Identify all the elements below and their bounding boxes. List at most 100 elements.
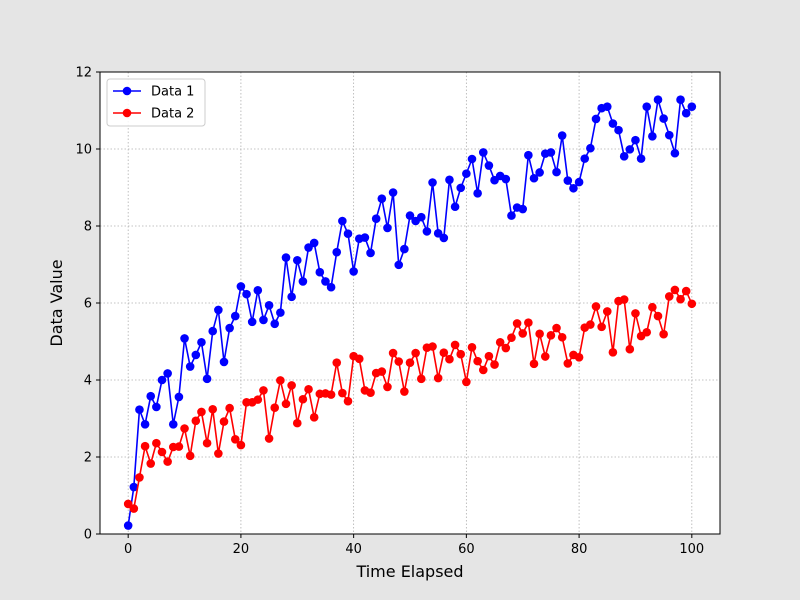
data-point xyxy=(456,183,466,193)
data-point xyxy=(287,381,296,390)
data-point xyxy=(664,130,674,140)
data-point xyxy=(174,392,184,402)
data-point xyxy=(405,211,415,220)
data-point xyxy=(185,451,195,461)
y-tick-label: 4 xyxy=(84,374,92,389)
data-point xyxy=(608,119,618,128)
data-point xyxy=(264,434,274,443)
data-point xyxy=(287,292,296,302)
data-point xyxy=(163,369,172,378)
y-tick-label: 0 xyxy=(84,528,92,543)
legend-label: Data 2 xyxy=(151,107,194,122)
x-tick-label: 40 xyxy=(345,542,362,557)
data-point xyxy=(332,247,342,257)
data-point xyxy=(202,374,212,384)
data-point xyxy=(214,449,223,458)
data-point xyxy=(197,337,206,347)
data-point xyxy=(659,114,668,123)
data-point xyxy=(157,375,167,385)
legend: Data 1 Data 2 xyxy=(106,78,206,127)
data-point xyxy=(394,260,404,270)
y-tick-label: 12 xyxy=(75,66,92,81)
data-point xyxy=(670,148,680,158)
data-point xyxy=(298,394,308,404)
data-point xyxy=(230,434,240,444)
data-point xyxy=(281,399,291,409)
data-point xyxy=(670,285,680,295)
data-point xyxy=(422,227,432,236)
data-point xyxy=(383,223,392,233)
data-point xyxy=(529,173,539,183)
data-point xyxy=(208,326,218,336)
data-point xyxy=(648,302,657,312)
data-point xyxy=(484,161,494,170)
data-point xyxy=(416,212,426,222)
data-point xyxy=(157,447,167,457)
data-point xyxy=(123,521,133,530)
data-point xyxy=(236,440,246,450)
data-point xyxy=(225,403,234,413)
data-point xyxy=(135,405,144,414)
data-point xyxy=(535,168,544,177)
data-point xyxy=(462,169,471,178)
data-point xyxy=(625,344,635,354)
data-point xyxy=(552,167,561,177)
data-point xyxy=(507,333,516,342)
data-point xyxy=(191,416,201,426)
data-point xyxy=(433,373,443,383)
data-point xyxy=(495,337,505,347)
x-axis-title: Time Elapsed xyxy=(355,562,463,581)
data-point xyxy=(642,327,652,337)
data-point xyxy=(540,352,550,361)
data-point xyxy=(371,214,381,223)
data-point xyxy=(366,388,375,398)
data-point xyxy=(338,388,347,398)
data-point xyxy=(129,504,139,513)
data-point xyxy=(664,292,674,301)
data-point xyxy=(653,95,663,105)
y-tick-label: 8 xyxy=(84,220,92,235)
data-point xyxy=(473,188,482,198)
data-point xyxy=(247,317,257,327)
data-point xyxy=(180,424,189,433)
plot-area xyxy=(100,72,720,534)
legend-label: Data 1 xyxy=(151,85,194,100)
data-point xyxy=(557,131,567,140)
data-point xyxy=(591,114,601,124)
data-point xyxy=(602,102,612,111)
data-point xyxy=(524,318,533,327)
data-point xyxy=(501,343,511,353)
data-point xyxy=(484,351,494,361)
data-point xyxy=(298,277,308,286)
data-point xyxy=(309,413,319,422)
data-point xyxy=(552,323,561,333)
data-point xyxy=(236,282,246,291)
data-point xyxy=(653,311,663,321)
data-point xyxy=(569,183,578,193)
data-point xyxy=(309,238,319,248)
data-point xyxy=(354,354,364,364)
data-point xyxy=(315,267,325,277)
x-tick-label: 100 xyxy=(679,542,704,557)
series-2 xyxy=(123,285,697,513)
data-point xyxy=(676,294,685,304)
y-tick-label: 2 xyxy=(84,451,92,466)
data-point xyxy=(292,418,302,428)
data-point xyxy=(388,188,398,197)
data-point xyxy=(450,202,460,212)
data-point xyxy=(377,194,387,203)
data-point xyxy=(619,152,629,161)
data-point xyxy=(400,387,409,396)
data-point xyxy=(597,322,606,332)
y-tick-label: 6 xyxy=(84,297,92,312)
data-point xyxy=(253,395,263,404)
data-point xyxy=(681,286,691,296)
data-point xyxy=(242,289,251,299)
data-point xyxy=(546,148,556,157)
data-point xyxy=(676,95,685,105)
data-point xyxy=(146,459,156,468)
data-point xyxy=(687,102,697,111)
data-point xyxy=(253,285,263,295)
